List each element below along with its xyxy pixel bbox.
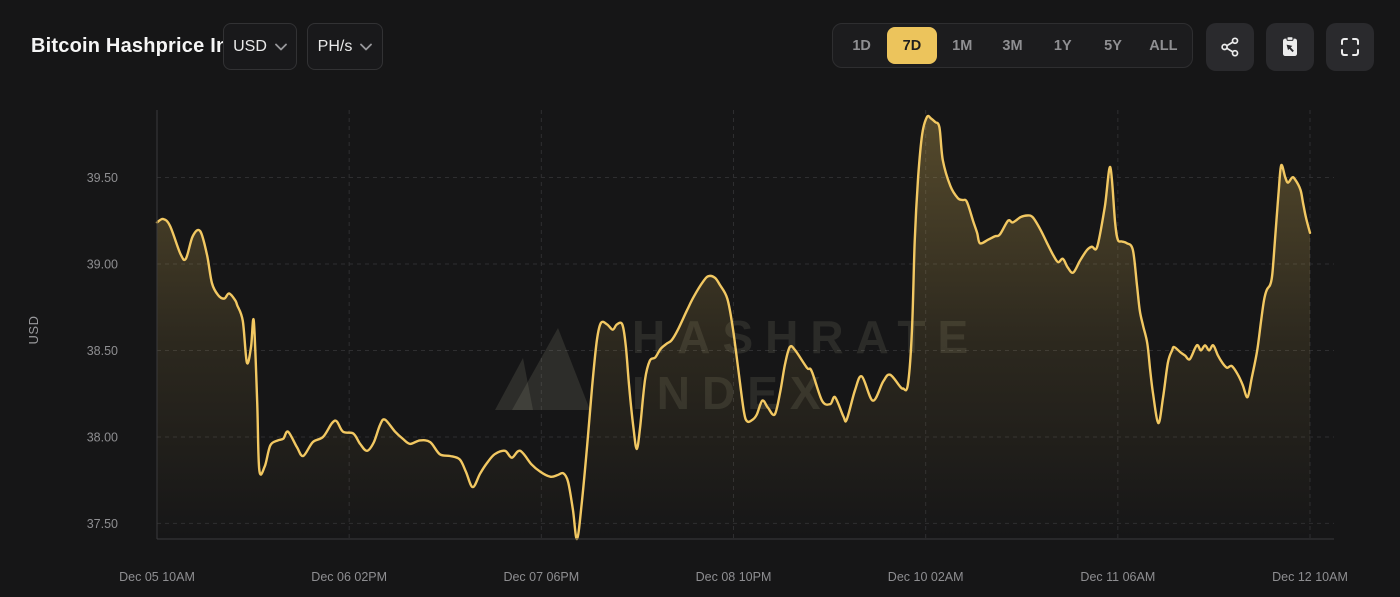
currency-dropdown[interactable]: USD (223, 23, 297, 70)
share-icon (1221, 37, 1239, 57)
x-tick-label-0: Dec 05 10AM (119, 570, 195, 584)
range-button-5y[interactable]: 5Y (1088, 27, 1137, 64)
y-axis-title: USD (26, 316, 41, 345)
page-title: Bitcoin Hashprice Index (31, 35, 264, 57)
range-button-3m[interactable]: 3M (988, 27, 1037, 64)
x-tick-label-3: Dec 08 10PM (696, 570, 772, 584)
y-tick-label-38.50: 38.50 (87, 344, 118, 358)
x-tick-label-5: Dec 11 06AM (1080, 570, 1155, 584)
chevron-down-icon (274, 43, 287, 50)
range-button-1y[interactable]: 1Y (1038, 27, 1087, 64)
axes (156, 110, 1334, 540)
x-tick-label-2: Dec 07 06PM (503, 570, 579, 584)
range-button-1d[interactable]: 1D (837, 27, 886, 64)
share-button[interactable] (1206, 23, 1254, 71)
currency-dropdown-value: USD (233, 37, 267, 55)
x-tick-label-4: Dec 10 02AM (888, 570, 964, 584)
y-tick-label-39.50: 39.50 (87, 171, 118, 185)
range-button-all[interactable]: ALL (1139, 27, 1188, 64)
price-line (155, 114, 1312, 541)
area-fill (157, 115, 1310, 540)
copy-to-clipboard-icon (1283, 36, 1297, 56)
axis-labels: 39.50 39.00 38.50 38.00 37.50 Dec 05 10AM Dec … (87, 171, 1348, 584)
fullscreen-icon (1341, 38, 1359, 56)
watermark-logo-large-triangle (512, 328, 590, 410)
chevron-down-icon (360, 43, 373, 50)
x-tick-label-1: Dec 06 02PM (311, 570, 387, 584)
chart-area[interactable]: HASHRATE INDEX 39.5039.0038.5038.0037.50… (0, 100, 1400, 597)
time-range-group: 1D 7D 1M 3M 1Y 5Y ALL (832, 23, 1193, 68)
range-button-1m[interactable]: 1M (938, 27, 987, 64)
watermark-logo-small-triangle (495, 358, 533, 410)
y-tick-label-39.00: 39.00 (87, 257, 118, 271)
unit-dropdown[interactable]: PH/s (307, 23, 383, 70)
unit-dropdown-value: PH/s (317, 37, 353, 55)
fullscreen-button[interactable] (1326, 23, 1374, 71)
range-button-7d[interactable]: 7D (887, 27, 937, 64)
x-tick-label-6: Dec 12 10AM (1272, 570, 1348, 584)
copy-to-clipboard-button[interactable] (1266, 23, 1314, 71)
y-tick-label-37.50: 37.50 (87, 517, 118, 531)
header: Bitcoin Hashprice Index USD PH/s 1D 7D 1… (0, 0, 1400, 95)
hashprice-chart[interactable]: HASHRATE INDEX 39.5039.0038.5038.0037.50… (0, 100, 1400, 597)
y-tick-label-38.00: 38.00 (87, 430, 118, 444)
